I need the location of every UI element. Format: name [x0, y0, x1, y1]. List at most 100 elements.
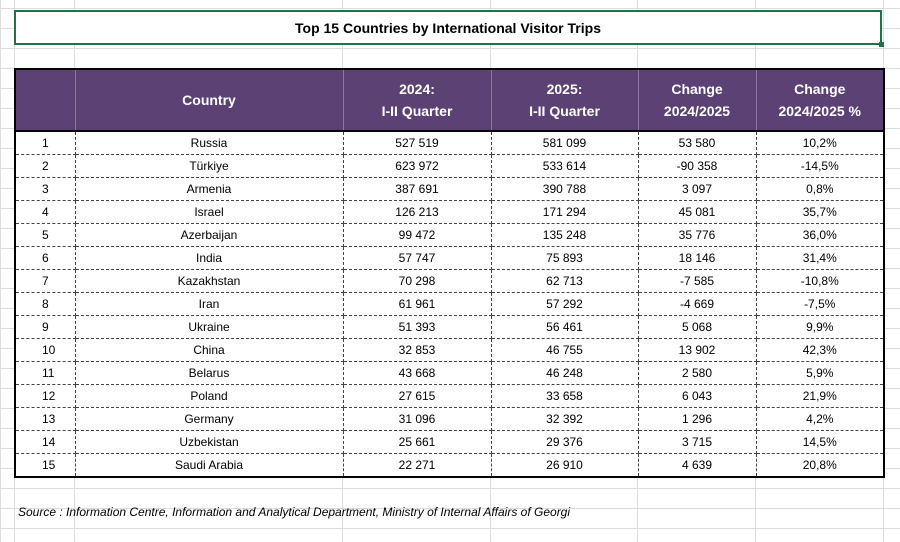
change-cell[interactable]: 45 081	[637, 200, 757, 224]
country-cell[interactable]: Ukraine	[74, 315, 344, 339]
header-2025[interactable]: 2025: I-II Quarter	[490, 69, 639, 132]
table-body: 1 Russia 527 519 581 099 53 580 10,2% 2 Türkiye…	[14, 131, 885, 477]
row-number-cell[interactable]: 13	[14, 407, 76, 431]
header-2024[interactable]: 2024: I-II Quarter	[342, 69, 492, 132]
change-pct-cell[interactable]: -7,5%	[755, 292, 885, 316]
change-pct-cell[interactable]: 9,9%	[755, 315, 885, 339]
value-2024-cell[interactable]: 22 271	[342, 453, 492, 477]
value-2024-cell[interactable]: 57 747	[342, 246, 492, 270]
selection-fill-handle[interactable]	[879, 42, 884, 47]
value-2024-cell[interactable]: 126 213	[342, 200, 492, 224]
header-country[interactable]: Country	[74, 69, 344, 132]
change-cell[interactable]: 2 580	[637, 361, 757, 385]
change-cell[interactable]: 53 580	[637, 131, 757, 155]
change-pct-cell[interactable]: 10,2%	[755, 131, 885, 155]
country-cell[interactable]: Belarus	[74, 361, 344, 385]
value-2025-cell[interactable]: 26 910	[490, 453, 639, 477]
row-number-cell[interactable]: 1	[14, 131, 76, 155]
value-2024-cell[interactable]: 99 472	[342, 223, 492, 247]
value-2025-cell[interactable]: 135 248	[490, 223, 639, 247]
header-number[interactable]	[14, 69, 76, 132]
change-pct-cell[interactable]: 0,8%	[755, 177, 885, 201]
value-2024-cell[interactable]: 31 096	[342, 407, 492, 431]
value-2024-cell[interactable]: 27 615	[342, 384, 492, 408]
country-cell[interactable]: Saudi Arabia	[74, 453, 344, 477]
change-cell[interactable]: 35 776	[637, 223, 757, 247]
header-change-pct[interactable]: Change 2024/2025 %	[755, 69, 885, 132]
header-change[interactable]: Change 2024/2025	[637, 69, 757, 132]
change-pct-cell[interactable]: 42,3%	[755, 338, 885, 362]
row-number-cell[interactable]: 10	[14, 338, 76, 362]
table-row: 5 Azerbaijan 99 472 135 248 35 776 36,0%	[14, 223, 885, 247]
value-2025-cell[interactable]: 46 248	[490, 361, 639, 385]
value-2025-cell[interactable]: 46 755	[490, 338, 639, 362]
row-number-cell[interactable]: 2	[14, 154, 76, 178]
row-number-cell[interactable]: 5	[14, 223, 76, 247]
change-cell[interactable]: 18 146	[637, 246, 757, 270]
change-pct-cell[interactable]: 4,2%	[755, 407, 885, 431]
change-cell[interactable]: -7 585	[637, 269, 757, 293]
country-cell[interactable]: China	[74, 338, 344, 362]
value-2024-cell[interactable]: 527 519	[342, 131, 492, 155]
change-pct-cell[interactable]: 21,9%	[755, 384, 885, 408]
country-cell[interactable]: India	[74, 246, 344, 270]
change-cell[interactable]: 6 043	[637, 384, 757, 408]
country-cell[interactable]: Iran	[74, 292, 344, 316]
value-2025-cell[interactable]: 29 376	[490, 430, 639, 454]
country-cell[interactable]: Israel	[74, 200, 344, 224]
value-2024-cell[interactable]: 32 853	[342, 338, 492, 362]
row-number-cell[interactable]: 3	[14, 177, 76, 201]
country-cell[interactable]: Armenia	[74, 177, 344, 201]
change-pct-cell[interactable]: 35,7%	[755, 200, 885, 224]
row-number-cell[interactable]: 8	[14, 292, 76, 316]
change-cell[interactable]: 3 715	[637, 430, 757, 454]
change-cell[interactable]: -4 669	[637, 292, 757, 316]
row-number-cell[interactable]: 4	[14, 200, 76, 224]
country-cell[interactable]: Kazakhstan	[74, 269, 344, 293]
country-cell[interactable]: Azerbaijan	[74, 223, 344, 247]
change-cell[interactable]: -90 358	[637, 154, 757, 178]
change-cell[interactable]: 5 068	[637, 315, 757, 339]
change-pct-cell[interactable]: -10,8%	[755, 269, 885, 293]
row-number-cell[interactable]: 6	[14, 246, 76, 270]
change-pct-cell[interactable]: -14,5%	[755, 154, 885, 178]
value-2024-cell[interactable]: 387 691	[342, 177, 492, 201]
value-2025-cell[interactable]: 62 713	[490, 269, 639, 293]
value-2024-cell[interactable]: 61 961	[342, 292, 492, 316]
change-cell[interactable]: 1 296	[637, 407, 757, 431]
row-number-cell[interactable]: 12	[14, 384, 76, 408]
change-pct-cell[interactable]: 36,0%	[755, 223, 885, 247]
value-2024-cell[interactable]: 25 661	[342, 430, 492, 454]
row-number-cell[interactable]: 15	[14, 453, 76, 477]
value-2024-cell[interactable]: 51 393	[342, 315, 492, 339]
value-2025-cell[interactable]: 57 292	[490, 292, 639, 316]
value-2024-cell[interactable]: 623 972	[342, 154, 492, 178]
change-cell[interactable]: 3 097	[637, 177, 757, 201]
country-cell[interactable]: Germany	[74, 407, 344, 431]
change-cell[interactable]: 4 639	[637, 453, 757, 477]
value-2025-cell[interactable]: 533 614	[490, 154, 639, 178]
value-2025-cell[interactable]: 32 392	[490, 407, 639, 431]
change-pct-cell[interactable]: 20,8%	[755, 453, 885, 477]
value-2025-cell[interactable]: 581 099	[490, 131, 639, 155]
value-2025-cell[interactable]: 171 294	[490, 200, 639, 224]
value-2025-cell[interactable]: 390 788	[490, 177, 639, 201]
row-number-cell[interactable]: 11	[14, 361, 76, 385]
country-cell[interactable]: Uzbekistan	[74, 430, 344, 454]
row-number-cell[interactable]: 14	[14, 430, 76, 454]
table-title-cell[interactable]: Top 15 Countries by International Visito…	[14, 10, 882, 45]
change-pct-cell[interactable]: 5,9%	[755, 361, 885, 385]
country-cell[interactable]: Poland	[74, 384, 344, 408]
change-pct-cell[interactable]: 14,5%	[755, 430, 885, 454]
row-number-cell[interactable]: 7	[14, 269, 76, 293]
change-pct-cell[interactable]: 31,4%	[755, 246, 885, 270]
value-2025-cell[interactable]: 75 893	[490, 246, 639, 270]
value-2025-cell[interactable]: 33 658	[490, 384, 639, 408]
value-2024-cell[interactable]: 70 298	[342, 269, 492, 293]
change-cell[interactable]: 13 902	[637, 338, 757, 362]
value-2024-cell[interactable]: 43 668	[342, 361, 492, 385]
country-cell[interactable]: Türkiye	[74, 154, 344, 178]
value-2025-cell[interactable]: 56 461	[490, 315, 639, 339]
country-cell[interactable]: Russia	[74, 131, 344, 155]
row-number-cell[interactable]: 9	[14, 315, 76, 339]
